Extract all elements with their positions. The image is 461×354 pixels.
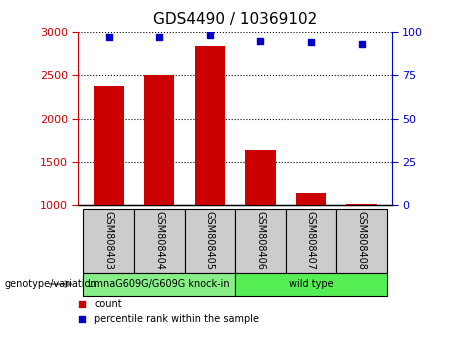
- Text: GSM808405: GSM808405: [205, 211, 215, 270]
- Point: [105, 34, 112, 40]
- Bar: [134, 209, 184, 273]
- Bar: [235, 209, 286, 273]
- Point: [257, 38, 264, 44]
- Text: GSM808404: GSM808404: [154, 211, 164, 270]
- Bar: [245, 150, 276, 205]
- Text: count: count: [94, 298, 122, 309]
- Point: [260, 236, 267, 242]
- Point: [206, 33, 213, 38]
- Bar: [296, 193, 326, 205]
- Text: percentile rank within the sample: percentile rank within the sample: [94, 314, 259, 325]
- Bar: [94, 86, 124, 205]
- Bar: [235, 273, 387, 296]
- Text: GSM808403: GSM808403: [104, 211, 114, 270]
- Bar: [184, 209, 235, 273]
- Point: [260, 91, 267, 97]
- Text: GSM808406: GSM808406: [255, 211, 266, 270]
- Text: genotype/variation: genotype/variation: [5, 279, 97, 289]
- Bar: [286, 209, 336, 273]
- Text: wild type: wild type: [289, 279, 333, 289]
- Title: GDS4490 / 10369102: GDS4490 / 10369102: [153, 12, 317, 27]
- Bar: [83, 273, 235, 296]
- Point: [358, 41, 365, 47]
- Bar: [144, 75, 174, 205]
- Bar: [83, 209, 134, 273]
- Text: GSM808408: GSM808408: [356, 211, 366, 270]
- Point: [307, 39, 315, 45]
- Bar: [336, 209, 387, 273]
- Text: GSM808407: GSM808407: [306, 211, 316, 270]
- Bar: [195, 46, 225, 205]
- Point: [155, 34, 163, 40]
- Text: LmnaG609G/G609G knock-in: LmnaG609G/G609G knock-in: [89, 279, 230, 289]
